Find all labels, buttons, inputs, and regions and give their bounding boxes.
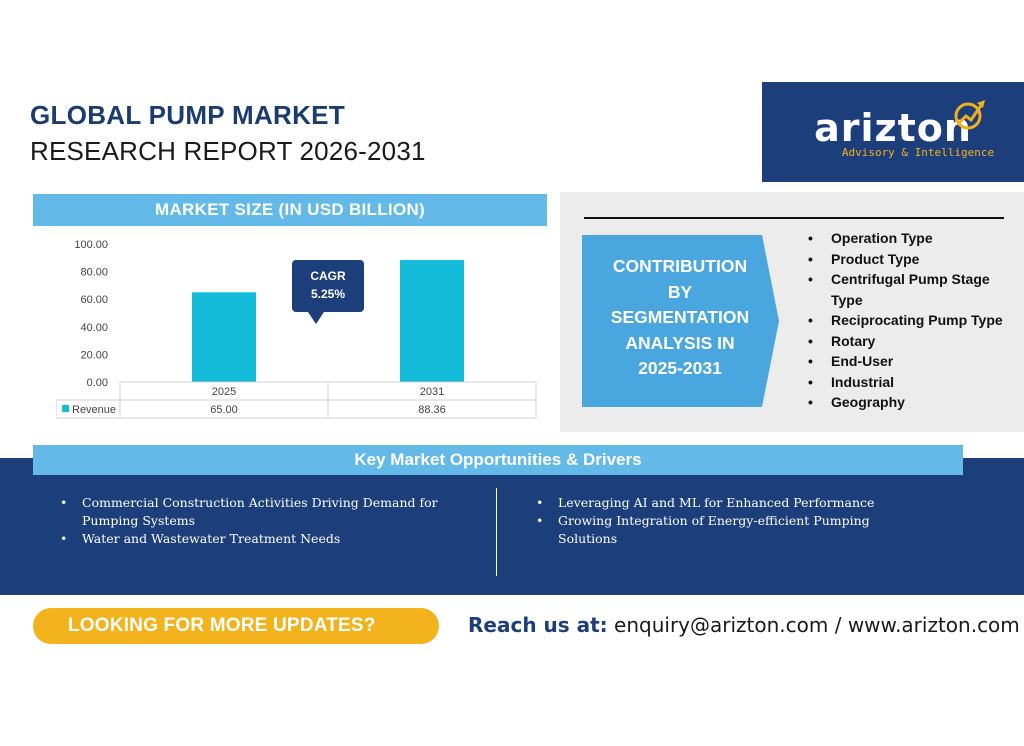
segmentation-title-line: ANALYSIS IN: [625, 332, 735, 353]
list-item: Industrial: [806, 372, 1016, 393]
list-item: Centrifugal Pump Stage Type: [806, 269, 1016, 310]
updates-cta-button[interactable]: LOOKING FOR MORE UPDATES?: [33, 608, 439, 644]
panel-rule: [584, 217, 1004, 219]
list-item: Operation Type: [806, 228, 1016, 249]
bar-2031: [400, 260, 464, 382]
contact-label: Reach us at:: [468, 613, 608, 637]
segmentation-title-line: SEGMENTATION: [610, 307, 750, 327]
logo-wordmark: arizton: [814, 106, 972, 150]
y-tick-label: 60.00: [80, 294, 108, 306]
list-item: Leveraging AI and ML for Enhanced Perfor…: [534, 494, 914, 512]
legend-swatch: [62, 405, 69, 412]
cagr-value: 5.25%: [311, 287, 345, 301]
market-size-chart: 100.00 80.00 60.00 40.00 20.00 0.00 2025 65.00…: [56, 239, 537, 419]
data-label: 88.36: [418, 404, 446, 416]
list-item: Water and Wastewater Treatment Needs: [58, 530, 458, 548]
list-item: Commercial Construction Activities Drivi…: [58, 494, 458, 530]
segmentation-list: Operation Type Product Type Centrifugal …: [806, 228, 1016, 413]
bar-2025: [192, 292, 256, 382]
page-title: GLOBAL PUMP MARKET: [30, 100, 346, 130]
y-tick-label: 40.00: [80, 322, 108, 334]
list-item: Product Type: [806, 249, 1016, 270]
page-subtitle: RESEARCH REPORT 2026-2031: [30, 136, 426, 166]
list-item: End-User: [806, 351, 1016, 372]
y-tick-label: 20.00: [80, 349, 108, 361]
y-tick-label: 80.00: [80, 267, 108, 279]
y-tick-label: 100.00: [74, 239, 108, 251]
contact-line: Reach us at: enquiry@arizton.com / www.a…: [468, 613, 1020, 637]
cagr-label: CAGR: [310, 269, 346, 283]
list-item: Geography: [806, 392, 1016, 413]
drivers-header: Key Market Opportunities & Drivers: [33, 445, 963, 475]
list-item: Reciprocating Pump Type: [806, 310, 1016, 331]
drivers-divider: [496, 488, 497, 576]
drivers-list-right: Leveraging AI and ML for Enhanced Perfor…: [534, 494, 914, 548]
data-label: 65.00: [210, 404, 238, 416]
segmentation-title: CONTRIBUTION BY SEGMENTATION ANALYSIS IN…: [582, 254, 778, 382]
legend-label: Revenue: [72, 404, 116, 416]
x-tick-label: 2025: [212, 386, 236, 398]
list-item: Rotary: [806, 331, 1016, 352]
segmentation-title-line: BY: [667, 281, 693, 302]
brand-logo: arizton Advisory & Intelligence: [762, 82, 1024, 182]
list-item: Growing Integration of Energy-efficient …: [534, 512, 914, 548]
x-tick-label: 2031: [420, 386, 444, 398]
cagr-callout: CAGR 5.25%: [292, 260, 364, 324]
drivers-list-left: Commercial Construction Activities Drivi…: [58, 494, 458, 548]
contact-links[interactable]: enquiry@arizton.com / www.arizton.com: [614, 613, 1020, 637]
market-size-header: MARKET SIZE (IN USD BILLION): [33, 194, 547, 226]
y-tick-label: 0.00: [87, 377, 108, 389]
logo-tagline: Advisory & Intelligence: [841, 146, 995, 159]
segmentation-title-line: CONTRIBUTION: [612, 256, 748, 276]
growth-arrow-icon: [954, 100, 985, 130]
segmentation-arrow-box: [582, 235, 779, 407]
segmentation-title-line: 2025-2031: [638, 358, 722, 378]
